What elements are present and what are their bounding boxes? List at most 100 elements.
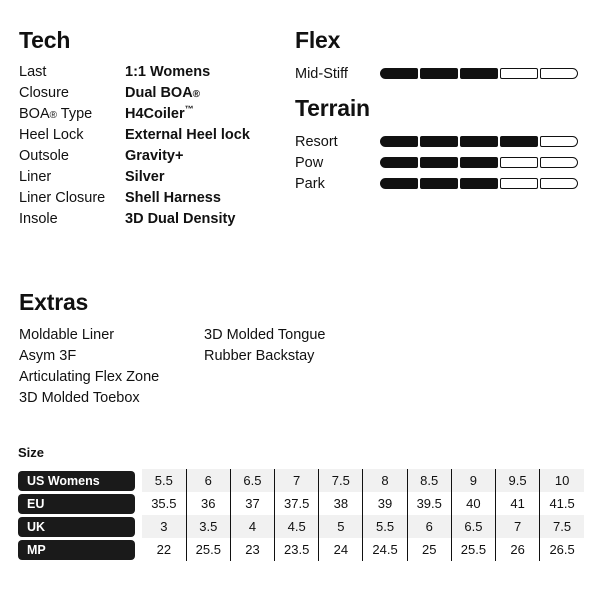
size-value-cell: 7 <box>274 469 319 492</box>
rating-segment-filled <box>460 178 498 189</box>
registered-icon: ® <box>192 89 201 100</box>
terrain-rating-bar <box>380 136 578 147</box>
terrain-rating-bar <box>380 157 578 168</box>
tech-spec-value: Gravity+ <box>125 148 184 164</box>
tech-spec-row: Last 1:1 Womens <box>19 64 289 85</box>
tech-spec-list: Last 1:1 Womens Closure Dual BOA® BOA® Type H… <box>19 64 289 232</box>
trademark-icon: ™ <box>184 104 194 115</box>
size-value-cell: 38 <box>318 492 363 515</box>
extras-section: Extras Moldable Liner Asym 3F Articulating… <box>19 291 499 409</box>
tech-spec-value: Shell Harness <box>125 190 221 206</box>
rating-segment-filled <box>380 178 418 189</box>
tech-spec-value: Dual BOA® <box>125 85 201 101</box>
terrain-rating-bar <box>380 178 578 189</box>
tech-spec-row: Liner Closure Shell Harness <box>19 190 289 211</box>
tech-spec-label: Heel Lock <box>19 127 84 143</box>
size-value-cell: 4.5 <box>274 515 319 538</box>
size-value-cell: 26 <box>494 538 540 561</box>
rating-segment-filled <box>420 157 458 168</box>
tech-spec-value: External Heel lock <box>125 127 250 143</box>
registered-icon: ® <box>49 110 57 121</box>
size-table-row: MP 22 25.5 23 23.5 24 24.5 25 25.5 26 26.5 <box>18 538 584 561</box>
tech-section: Tech Last 1:1 Womens Closure Dual BOA® BOA® … <box>19 29 289 232</box>
size-value-cell: 9 <box>450 469 496 492</box>
size-value-cell: 10 <box>539 469 584 492</box>
extras-item: 3D Molded Toebox <box>19 390 140 406</box>
rating-segment-empty <box>540 178 578 189</box>
size-chart-body: US Womens 5.5 6 6.5 7 7.5 8 8.5 9 9.5 10 EU 35.5 36 37… <box>18 469 584 561</box>
terrain-rating-list: Resort Pow Park <box>295 131 585 194</box>
size-value-cell: 3.5 <box>185 515 231 538</box>
size-heading: Size <box>18 445 45 460</box>
tech-spec-label: Liner <box>19 169 52 185</box>
tech-spec-label: Closure <box>19 85 69 101</box>
extras-column-1: Moldable Liner Asym 3F Articulating Flex Z… <box>19 325 204 409</box>
tech-spec-row: Closure Dual BOA® <box>19 85 289 106</box>
tech-spec-value: H4Coiler™ <box>125 104 194 122</box>
rating-segment-filled <box>460 157 498 168</box>
size-row-label-cell: UK <box>18 515 142 538</box>
tech-spec-value: 3D Dual Density <box>125 211 236 227</box>
size-table-row: US Womens 5.5 6 6.5 7 7.5 8 8.5 9 9.5 10 <box>18 469 584 492</box>
size-row-label-cell: US Womens <box>18 469 142 492</box>
size-row-label-cell: EU <box>18 492 142 515</box>
tech-heading: Tech <box>19 27 71 53</box>
size-value-cell: 7 <box>494 515 540 538</box>
size-value-cell: 25.5 <box>450 538 496 561</box>
rating-segment-empty <box>500 157 538 168</box>
size-value-cell: 25 <box>406 538 452 561</box>
flex-rating-row: Mid-Stiff <box>295 63 585 84</box>
size-value-cell: 37 <box>229 492 275 515</box>
flex-rating-bar <box>380 68 578 79</box>
extras-item: Moldable Liner <box>19 327 115 343</box>
size-value-cell: 36 <box>185 492 231 515</box>
size-value-cell: 37.5 <box>274 492 319 515</box>
rating-segment-empty <box>540 68 578 79</box>
terrain-rating-label: Pow <box>295 154 324 171</box>
size-row-label-pill: UK <box>18 516 135 537</box>
size-value-cell: 23.5 <box>274 538 319 561</box>
size-value-cell: 41 <box>494 492 540 515</box>
size-value-cell: 5 <box>318 515 363 538</box>
size-value-cell: 5.5 <box>362 515 408 538</box>
size-value-cell: 24.5 <box>362 538 408 561</box>
size-value-cell: 5.5 <box>142 469 187 492</box>
size-value-cell: 40 <box>450 492 496 515</box>
tech-spec-label: Outsole <box>19 148 69 164</box>
rating-segment-filled <box>420 178 458 189</box>
size-value-cell: 35.5 <box>151 496 177 511</box>
size-value-cell: 23 <box>229 538 275 561</box>
size-section: Size US Womens 5.5 6 6.5 7 7.5 8 8.5 9 9.5 10 EU 35.… <box>18 446 584 561</box>
size-value-cell: 3 <box>142 515 187 538</box>
extras-item: Articulating Flex Zone <box>19 369 160 385</box>
rating-segment-filled <box>380 157 418 168</box>
size-value-cell: 24 <box>318 538 363 561</box>
terrain-rating-row: Park <box>295 173 585 194</box>
size-value-cell: 41.5 <box>539 492 584 515</box>
size-value-cell: 6 <box>406 515 452 538</box>
tech-spec-label: Insole <box>19 211 58 227</box>
extras-columns: Moldable Liner Asym 3F Articulating Flex Z… <box>19 325 499 409</box>
rating-segment-filled <box>380 136 418 147</box>
extras-item: Asym 3F <box>19 348 77 364</box>
rating-segment-filled <box>500 136 538 147</box>
terrain-rating-label: Park <box>295 175 325 192</box>
terrain-section: Terrain Resort Pow Park <box>295 97 585 194</box>
terrain-rating-row: Resort <box>295 131 585 152</box>
flex-section: Flex Mid-Stiff <box>295 29 585 84</box>
size-value-cell: 6 <box>185 469 231 492</box>
flex-heading: Flex <box>295 27 341 53</box>
size-table-row: UK 3 3.5 4 4.5 5 5.5 6 6.5 7 7.5 <box>18 515 584 538</box>
size-chart-table: US Womens 5.5 6 6.5 7 7.5 8 8.5 9 9.5 10 EU 35.5 36 37… <box>18 469 584 561</box>
tech-spec-label: BOA® Type <box>19 106 93 122</box>
rating-segment-empty <box>540 136 578 147</box>
size-value-cell: 8 <box>362 469 408 492</box>
size-value-cell: 26.5 <box>539 538 584 561</box>
extras-item: 3D Molded Tongue <box>204 327 326 343</box>
extras-heading: Extras <box>19 289 89 315</box>
tech-spec-row: Heel Lock External Heel lock <box>19 127 289 148</box>
size-row-label-pill: EU <box>18 493 135 514</box>
extras-item: Rubber Backstay <box>204 348 315 364</box>
tech-spec-row: Outsole Gravity+ <box>19 148 289 169</box>
